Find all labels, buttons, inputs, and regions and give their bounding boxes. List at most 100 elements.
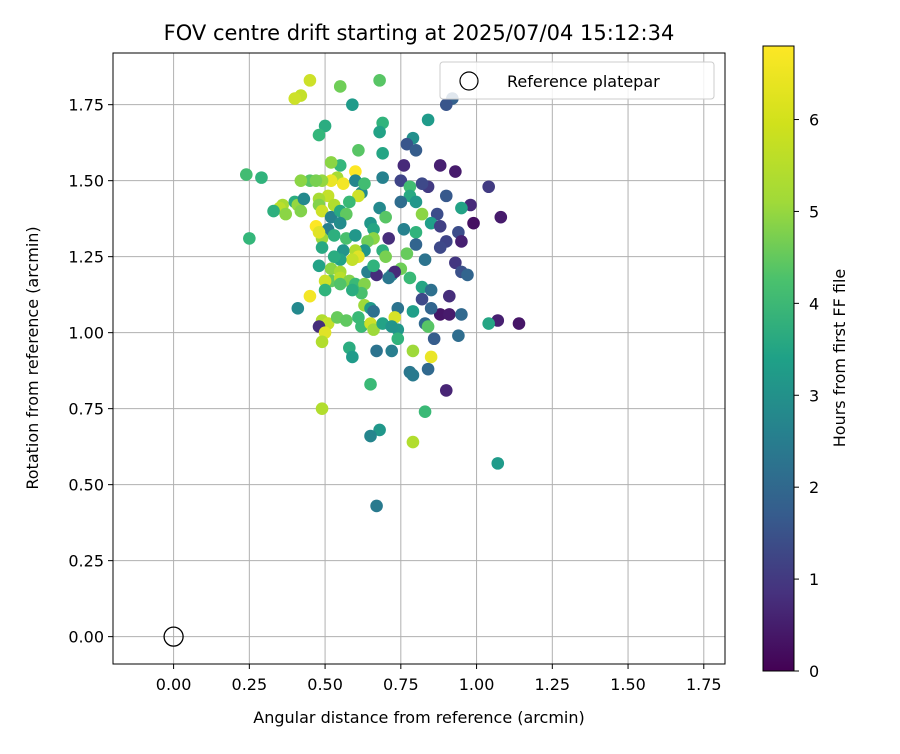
scatter-point bbox=[327, 229, 341, 242]
scatter-point bbox=[449, 165, 462, 178]
scatter-point bbox=[240, 168, 253, 181]
scatter-point bbox=[379, 250, 392, 263]
colorbar-tick-label: 4 bbox=[809, 294, 819, 313]
scatter-point bbox=[364, 378, 377, 391]
scatter-point bbox=[333, 277, 347, 291]
scatter-point bbox=[409, 238, 423, 251]
x-tick-label: 0.75 bbox=[383, 675, 419, 694]
scatter-point bbox=[494, 210, 508, 224]
scatter-point bbox=[418, 253, 432, 267]
scatter-point bbox=[415, 292, 429, 306]
scatter-point bbox=[403, 271, 417, 285]
scatter-point bbox=[267, 204, 280, 218]
scatter-point bbox=[452, 329, 465, 343]
colorbar-tick-label: 6 bbox=[809, 111, 819, 130]
scatter-point bbox=[424, 283, 438, 297]
scatter-point bbox=[442, 308, 456, 321]
legend-label: Reference platepar bbox=[507, 72, 660, 91]
x-tick-label: 0.25 bbox=[232, 675, 268, 694]
colorbar-gradient bbox=[763, 46, 794, 671]
scatter-point bbox=[394, 174, 408, 187]
scatter-point bbox=[439, 189, 453, 203]
x-axis-label: Angular distance from reference (arcmin) bbox=[253, 708, 584, 727]
scatter-point bbox=[455, 308, 468, 321]
scatter-point bbox=[382, 232, 396, 245]
scatter-point bbox=[467, 216, 480, 230]
scatter-point bbox=[364, 429, 377, 443]
scatter-point bbox=[373, 201, 386, 215]
scatter-point bbox=[376, 171, 389, 184]
scatter-point bbox=[442, 289, 456, 303]
y-ticks: 0.00 0.25 0.50 0.75 1.00 1.25 1.50 1.75 bbox=[68, 96, 113, 647]
scatter-point bbox=[312, 128, 326, 142]
scatter-point bbox=[370, 499, 383, 513]
scatter-point bbox=[409, 226, 423, 239]
scatter-point bbox=[339, 207, 353, 221]
scatter-point bbox=[449, 256, 462, 270]
scatter-point bbox=[403, 180, 417, 194]
y-tick-label: 1.25 bbox=[68, 248, 104, 267]
y-tick-label: 0.25 bbox=[68, 552, 104, 571]
plot-frame bbox=[112, 52, 726, 665]
scatter-point bbox=[324, 156, 338, 169]
y-tick-label: 1.00 bbox=[68, 324, 104, 343]
scatter-point bbox=[288, 92, 302, 105]
scatter-point bbox=[421, 113, 435, 127]
scatter-point bbox=[318, 119, 332, 133]
colorbar-tick-label: 2 bbox=[809, 478, 819, 497]
scatter-point bbox=[373, 423, 386, 437]
plot-area bbox=[113, 53, 725, 664]
scatter-point bbox=[415, 207, 429, 221]
colorbar-tick-label: 5 bbox=[809, 202, 819, 221]
scatter-point bbox=[379, 210, 392, 224]
x-tick-label: 1.25 bbox=[534, 675, 570, 694]
scatter-point bbox=[346, 253, 359, 267]
scatter-point bbox=[491, 457, 505, 470]
colorbar-tick-label: 3 bbox=[809, 386, 819, 405]
y-tick-label: 0.75 bbox=[68, 400, 104, 419]
scatter-point bbox=[327, 250, 341, 263]
scatter-point bbox=[409, 143, 423, 157]
scatter-point bbox=[406, 368, 420, 382]
colorbar-tick-label: 1 bbox=[809, 570, 819, 589]
scatter-point bbox=[418, 405, 432, 418]
scatter-point bbox=[373, 74, 386, 87]
scatter-point bbox=[318, 283, 332, 297]
scatter-point bbox=[336, 177, 350, 191]
scatter-point bbox=[409, 195, 423, 209]
scatter-point bbox=[324, 174, 338, 187]
scatter-point bbox=[352, 143, 365, 157]
scatter-point bbox=[455, 201, 468, 215]
scatter-point bbox=[367, 305, 380, 318]
scatter-point bbox=[385, 344, 399, 358]
scatter-point bbox=[421, 362, 435, 376]
scatter-point bbox=[339, 314, 353, 327]
scatter-point bbox=[367, 259, 380, 273]
scatter-point bbox=[312, 226, 326, 239]
legend-box bbox=[439, 61, 715, 100]
scatter-point bbox=[433, 308, 447, 321]
scatter-point bbox=[370, 344, 383, 358]
y-axis-label: Rotation from reference (arcmin) bbox=[23, 226, 42, 489]
scatter-point bbox=[400, 137, 414, 151]
scatter-point bbox=[294, 174, 308, 187]
x-tick-label: 1.00 bbox=[459, 675, 495, 694]
scatter-point bbox=[255, 171, 268, 184]
scatter-point bbox=[400, 247, 414, 260]
scatter-point bbox=[303, 74, 317, 87]
scatter-point bbox=[346, 350, 359, 364]
scatter-point bbox=[385, 320, 399, 333]
scatter-point bbox=[294, 204, 308, 218]
scatter-point bbox=[482, 180, 495, 194]
scatter-point bbox=[349, 165, 362, 178]
colorbar: 0 1 2 3 4 5 6 Hours from first FF file bbox=[762, 45, 849, 681]
scatter-point bbox=[324, 210, 338, 224]
scatter-point bbox=[424, 350, 438, 364]
scatter-point bbox=[397, 159, 411, 172]
scatter-point bbox=[297, 192, 311, 206]
scatter-point bbox=[346, 98, 359, 111]
colorbar-ticks: 0 1 2 3 4 5 6 bbox=[794, 111, 819, 681]
scatter-point bbox=[439, 384, 453, 397]
x-tick-label: 0.00 bbox=[156, 675, 192, 694]
scatter-point bbox=[433, 219, 447, 233]
